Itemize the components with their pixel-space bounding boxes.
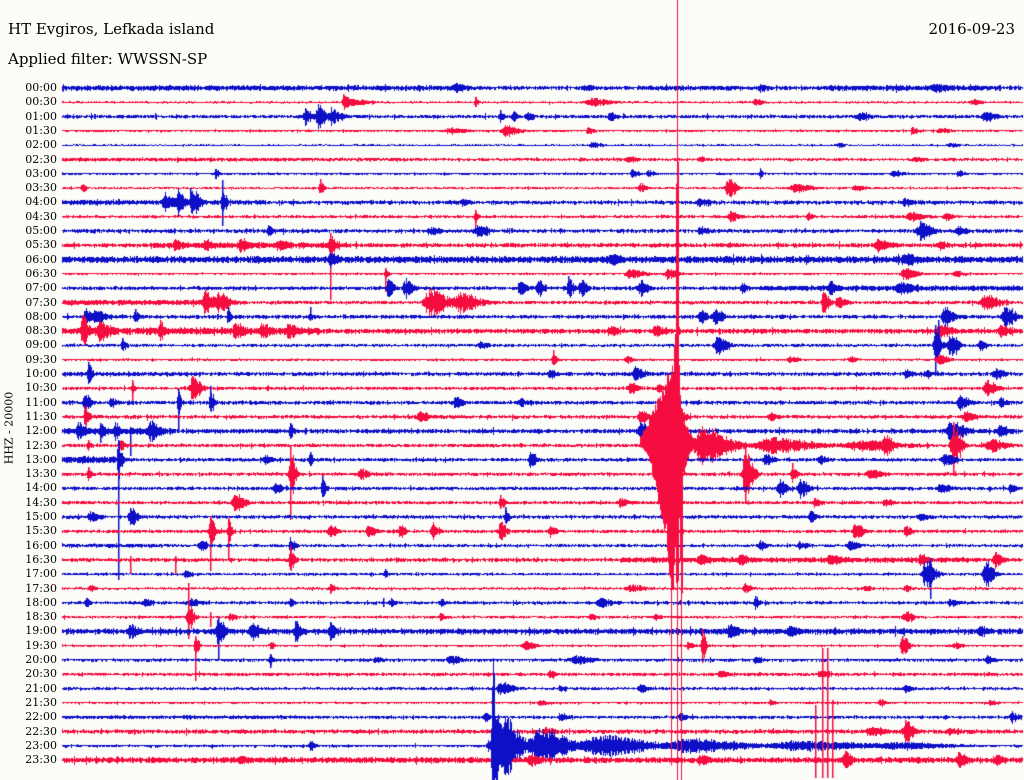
time-label-1530: 15:30 xyxy=(25,524,57,538)
time-label-0200: 02:00 xyxy=(25,138,57,152)
time-label-2130: 21:30 xyxy=(25,695,57,709)
time-label-1400: 14:00 xyxy=(25,481,57,495)
time-label-1830: 18:30 xyxy=(25,610,57,624)
time-label-0130: 01:30 xyxy=(25,123,57,137)
filter-label: Applied filter: WWSSN-SP xyxy=(8,50,208,68)
date-label: 2016-09-23 xyxy=(928,20,1015,38)
time-label-1200: 12:00 xyxy=(25,424,57,438)
time-label-1330: 13:30 xyxy=(25,467,57,481)
time-label-1030: 10:30 xyxy=(25,381,57,395)
time-label-0400: 04:00 xyxy=(25,195,57,209)
time-label-1930: 19:30 xyxy=(25,638,57,652)
time-label-1430: 14:30 xyxy=(25,495,57,509)
time-label-1730: 17:30 xyxy=(25,581,57,595)
time-label-0330: 03:30 xyxy=(25,181,57,195)
time-label-0630: 06:30 xyxy=(25,266,57,280)
time-label-2200: 22:00 xyxy=(25,710,57,724)
time-label-0700: 07:00 xyxy=(25,281,57,295)
time-label-1100: 11:00 xyxy=(25,395,57,409)
time-label-1600: 16:00 xyxy=(25,538,57,552)
time-label-0830: 08:30 xyxy=(25,324,57,338)
time-label-2000: 20:00 xyxy=(25,653,57,666)
time-label-0500: 05:00 xyxy=(25,224,57,237)
time-label-0600: 06:00 xyxy=(25,252,57,266)
time-label-1700: 17:00 xyxy=(25,567,57,581)
time-label-0930: 09:30 xyxy=(25,352,57,366)
time-label-0000: 00:00 xyxy=(25,81,57,94)
time-label-1900: 19:00 xyxy=(25,624,57,638)
time-axis: 00:00 00:30 01:00 01:30 02:00 02:30 03:00 03:30… xyxy=(0,0,60,780)
time-label-1630: 16:30 xyxy=(25,552,57,566)
time-label-2330: 23:30 xyxy=(25,753,57,767)
time-label-0530: 05:30 xyxy=(25,238,57,252)
time-label-0300: 03:00 xyxy=(25,166,57,180)
time-label-2100: 21:00 xyxy=(25,681,57,695)
station-title: HT Evgiros, Lefkada island xyxy=(8,20,215,38)
time-label-0900: 09:00 xyxy=(25,338,57,352)
time-label-1300: 13:00 xyxy=(25,452,57,466)
time-label-0800: 08:00 xyxy=(25,309,57,323)
time-label-2300: 23:00 xyxy=(25,738,57,752)
time-label-1000: 10:00 xyxy=(25,367,57,380)
time-label-0100: 01:00 xyxy=(25,109,57,123)
time-label-2030: 20:30 xyxy=(25,667,57,681)
time-label-0030: 00:30 xyxy=(25,95,57,109)
time-label-0430: 04:30 xyxy=(25,209,57,223)
time-label-1800: 18:00 xyxy=(25,595,57,609)
time-label-0730: 07:30 xyxy=(25,295,57,309)
time-label-2230: 22:30 xyxy=(25,724,57,738)
time-label-0230: 02:30 xyxy=(25,152,57,166)
time-label-1500: 15:00 xyxy=(25,510,57,523)
time-label-1130: 11:30 xyxy=(25,409,57,423)
time-label-1230: 12:30 xyxy=(25,438,57,452)
